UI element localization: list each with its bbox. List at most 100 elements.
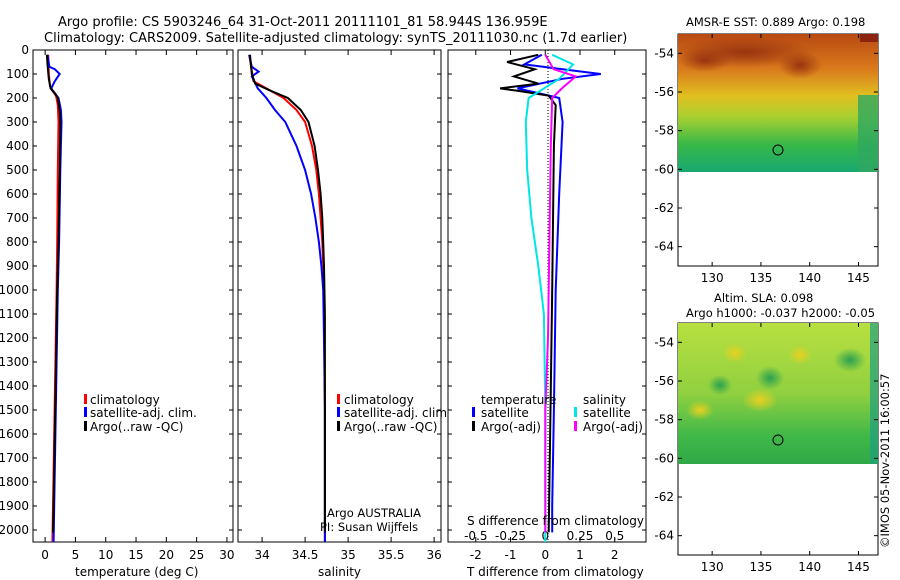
x-tick-label: 34.5 <box>292 548 319 562</box>
difference-top-label: S difference from climatology <box>467 514 644 528</box>
lat-tick-label: -56 <box>654 85 674 99</box>
x-tick-label: 35 <box>340 548 355 562</box>
header-line-1: Argo profile: CS 5903246_64 31-Oct-2011 … <box>58 15 548 30</box>
lon-tick-label: 135 <box>749 560 772 574</box>
legend-label-satellite: satellite-adj. clim. <box>90 406 197 420</box>
depth-tick-label: 500 <box>6 163 29 177</box>
difference-legend: temperature satellite Argo(-adj) salinit… <box>472 393 643 434</box>
legend-label-argo: Argo(..raw -QC) <box>344 420 437 434</box>
argo-position-marker <box>772 144 784 156</box>
difference-series <box>499 53 601 542</box>
legend-swatch-temp-argo <box>472 421 475 431</box>
x-tick-label: 35.5 <box>378 548 405 562</box>
salinity-depth-ticks <box>238 49 441 531</box>
lat-tick-label: -62 <box>654 490 674 504</box>
series-line-temperature-satellite <box>517 53 601 533</box>
temperature-axis-ticks: 0 5 10 15 20 25 30 <box>41 50 235 562</box>
argo-program-annotation: Argo AUSTRALIA <box>327 506 421 520</box>
salinity-panel: 34 34.5 35 35.5 36 salinity climatology sate… <box>237 49 451 579</box>
lat-tick-label: -54 <box>654 46 674 60</box>
temperature-axes-frame <box>32 49 234 543</box>
depth-tick-label: 400 <box>6 139 29 153</box>
temperature-panel: 0100200300400500600700800900100011001200… <box>0 43 235 579</box>
depth-tick-label: 700 <box>6 211 29 225</box>
legend-group-temperature: temperature <box>481 393 556 407</box>
series-line-salinity-satellite <box>524 53 575 542</box>
x-tick-label: 30 <box>219 548 234 562</box>
legend-label-climatology: climatology <box>344 393 414 407</box>
lat-tick-label: -54 <box>654 335 674 349</box>
lat-tick-label: -56 <box>654 374 674 388</box>
depth-tick-label: 1400 <box>0 379 29 393</box>
legend-label-climatology: climatology <box>90 393 160 407</box>
x-tick-label: -1 <box>505 548 517 562</box>
legend-swatch-argo <box>337 421 340 431</box>
salinity-xlabel: salinity <box>318 565 361 579</box>
depth-tick-label: 1200 <box>0 331 29 345</box>
difference-axis-ticks: -2 -1 0 1 2 <box>470 50 619 562</box>
sla-lat-ticks: -54 -56 -58 -60 -62 -64 <box>654 335 878 543</box>
difference-depth-ticks <box>448 49 646 531</box>
x-tick-label: 10 <box>98 548 113 562</box>
temperature-legend: climatology satellite-adj. clim. Argo(..… <box>84 393 197 434</box>
sst-cold-strip <box>858 95 878 172</box>
salinity-axis-ticks: 34 34.5 35 35.5 36 <box>254 50 442 562</box>
lon-tick-label: 140 <box>798 271 821 285</box>
lat-tick-label: -58 <box>654 413 674 427</box>
sla-low-spot <box>708 375 732 395</box>
depth-tick-label: 300 <box>6 115 29 129</box>
depth-tick-label: 0 <box>21 43 29 57</box>
legend-swatch-satellite <box>337 407 340 417</box>
lat-tick-label: -60 <box>654 162 674 176</box>
x-tick-label: 25 <box>189 548 204 562</box>
legend-label-sal-argo: Argo(-adj) <box>583 420 643 434</box>
sla-high-spot <box>723 343 747 363</box>
copyright-stamp: ©IMOS 05-Nov-2011 16:00:57 <box>878 374 892 548</box>
depth-tick-label: 1600 <box>0 427 29 441</box>
x-tick-label: 20 <box>159 548 174 562</box>
sla-low-spot <box>834 348 866 372</box>
lon-tick-label: 140 <box>798 560 821 574</box>
depth-tick-label: 1700 <box>0 451 29 465</box>
temperature-series <box>45 54 63 543</box>
lon-tick-label: 145 <box>847 271 870 285</box>
legend-label-temp-argo: Argo(-adj) <box>481 420 541 434</box>
sla-high-spot <box>686 400 714 420</box>
sla-field-background <box>678 323 878 464</box>
legend-label-temp-satellite: satellite <box>481 406 529 420</box>
depth-tick-label: 2000 <box>0 523 29 537</box>
depth-tick-label: 1100 <box>0 307 29 321</box>
salinity-difference-ticks: -0.5 -0.25 0 0.25 0.5 <box>464 529 624 543</box>
temperature-xlabel: temperature (deg C) <box>75 565 198 579</box>
sla-field <box>678 323 878 464</box>
lat-tick-label: -64 <box>654 240 674 254</box>
s-difference-tick-label: -0.5 <box>464 529 487 543</box>
s-difference-tick-label: -0.25 <box>495 529 526 543</box>
sst-warm-patch <box>778 51 822 79</box>
legend-label-satellite: satellite-adj. clim. <box>344 406 451 420</box>
sst-map-title: AMSR-E SST: 0.889 Argo: 0.198 <box>686 15 865 29</box>
sla-lon-ticks: 130 135 140 145 <box>701 323 870 574</box>
sst-warm-patch <box>679 48 731 72</box>
series-line-salinity-argo-adj- <box>544 54 578 533</box>
x-tick-label: -2 <box>470 548 482 562</box>
lon-tick-label: 135 <box>749 271 772 285</box>
legend-swatch-argo <box>84 421 87 431</box>
sst-topbar <box>860 34 878 42</box>
legend-label-sal-satellite: satellite <box>583 406 631 420</box>
x-tick-label: 5 <box>72 548 80 562</box>
legend-swatch-sal-satellite <box>574 407 577 417</box>
depth-tick-label: 1900 <box>0 499 29 513</box>
sla-map-panel: Altim. SLA: 0.098 Argo h1000: -0.037 h20… <box>654 291 879 574</box>
lon-tick-label: 145 <box>847 560 870 574</box>
s-difference-tick-label: 0.5 <box>605 529 624 543</box>
difference-axes-frame <box>447 49 647 543</box>
x-tick-label: 34 <box>254 548 269 562</box>
lat-tick-label: -60 <box>654 451 674 465</box>
series-line-argo-raw-qc- <box>249 54 326 533</box>
depth-tick-label: 900 <box>6 259 29 273</box>
x-tick-label: 36 <box>426 548 441 562</box>
difference-panel: -2 -1 0 1 2 -0.5 -0.25 0 0.25 0.5 T difference f… <box>447 49 647 579</box>
sla-map-subtitle: Argo h1000: -0.037 h2000: -0.05 <box>686 306 875 320</box>
